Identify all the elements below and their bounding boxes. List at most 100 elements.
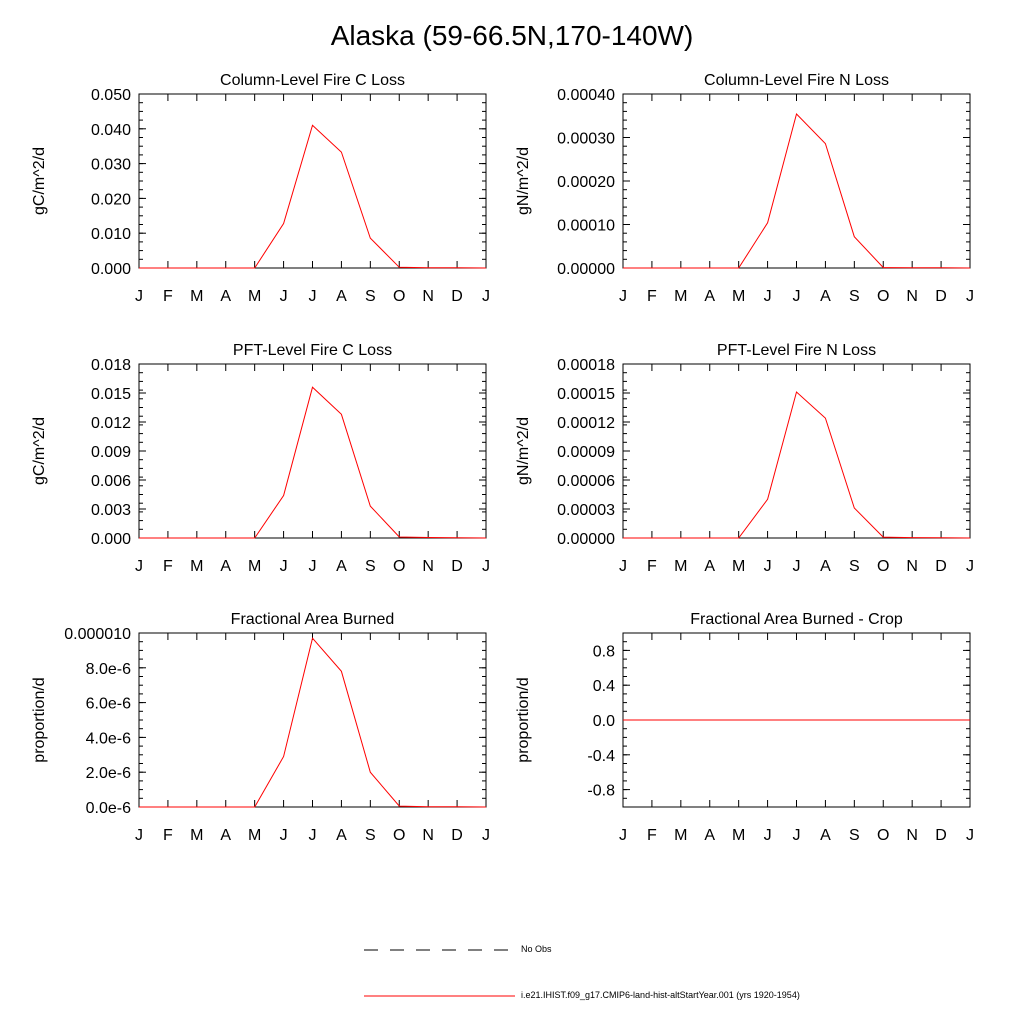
y-axis-label: gC/m^2/d [31, 147, 48, 215]
y-tick-label: 0.003 [91, 502, 131, 519]
x-tick-label: A [820, 558, 831, 575]
x-tick-label: S [365, 558, 376, 575]
x-tick-label: O [877, 827, 889, 844]
x-tick-label: M [248, 827, 261, 844]
y-tick-label: 6.0e-6 [86, 696, 131, 713]
y-tick-label: 0.012 [91, 415, 131, 432]
x-tick-label: D [451, 288, 463, 305]
y-tick-label: 8.0e-6 [86, 661, 131, 678]
y-tick-label: 0.00010 [557, 218, 615, 235]
x-tick-label: D [451, 558, 463, 575]
x-tick-label: A [336, 827, 347, 844]
x-tick-label: N [422, 827, 434, 844]
chart-panel-4: PFT-Level Fire N Loss gN/m^2/d 0.00000 0.00… [515, 342, 974, 575]
x-tick-label: M [732, 288, 745, 305]
y-axis-label: gC/m^2/d [31, 417, 48, 485]
y-tick-label: 0.0e-6 [86, 800, 131, 817]
x-tick-label: F [163, 288, 173, 305]
y-tick-label: 0.030 [91, 157, 131, 174]
panel-title: PFT-Level Fire C Loss [233, 342, 392, 359]
plot-frame [138, 93, 487, 269]
x-tick-label: J [619, 288, 627, 305]
x-tick-label: M [674, 288, 687, 305]
y-tick-label: 0.050 [91, 87, 131, 104]
chart-panel-6: Fractional Area Burned - Crop proportion/… [515, 611, 974, 844]
series-line [623, 113, 971, 269]
x-tick-label: J [793, 827, 801, 844]
x-tick-label: J [764, 558, 772, 575]
x-tick-label: J [793, 288, 801, 305]
x-tick-label: O [877, 288, 889, 305]
x-tick-label: J [619, 558, 627, 575]
legend-model-swatch [364, 995, 515, 997]
y-tick-label: 0.00003 [557, 502, 615, 519]
x-tick-label: A [220, 827, 231, 844]
y-tick-label: 0.040 [91, 122, 131, 139]
y-axis-label: gN/m^2/d [515, 147, 532, 215]
y-tick-label: 0.4 [593, 678, 615, 695]
y-tick-label: 0.009 [91, 444, 131, 461]
x-tick-label: S [849, 558, 860, 575]
y-tick-label: 0.00015 [557, 386, 615, 403]
x-tick-label: M [674, 558, 687, 575]
legend-model-row: i.e21.IHIST.f09_g17.CMIP6-land-hist-altS… [0, 984, 1024, 1008]
chart-panel-2: Column-Level Fire N Loss gN/m^2/d 0.00000 0… [515, 72, 974, 305]
x-tick-label: J [280, 558, 288, 575]
x-tick-label: O [393, 827, 405, 844]
x-tick-label: N [906, 558, 918, 575]
panel-title: Column-Level Fire N Loss [704, 72, 889, 89]
series-line [139, 386, 487, 539]
x-tick-label: D [451, 827, 463, 844]
page-title: Alaska (59-66.5N,170-140W) [330, 20, 694, 51]
x-tick-label: O [393, 288, 405, 305]
x-tick-label: N [906, 288, 918, 305]
y-tick-label: -0.4 [587, 748, 615, 765]
y-tick-label: 0.000 [91, 531, 131, 548]
plot-frame [138, 632, 487, 808]
panel-title: PFT-Level Fire N Loss [717, 342, 876, 359]
x-tick-label: A [336, 558, 347, 575]
x-tick-label: J [764, 827, 772, 844]
x-tick-label: F [647, 827, 657, 844]
x-tick-label: A [704, 288, 715, 305]
x-tick-label: M [732, 827, 745, 844]
y-axis-label: proportion/d [515, 677, 532, 762]
x-tick-label: A [220, 288, 231, 305]
x-tick-label: J [482, 558, 490, 575]
y-tick-label: 0.006 [91, 473, 131, 490]
x-tick-label: M [248, 558, 261, 575]
chart-panel-1: Column-Level Fire C Loss gC/m^2/d 0.000 0.0… [31, 72, 490, 305]
y-tick-label: 0.00000 [557, 531, 615, 548]
x-tick-label: D [935, 827, 947, 844]
y-axis-label: gN/m^2/d [515, 417, 532, 485]
y-tick-label: 0.010 [91, 226, 131, 243]
legend-obs-label: No Obs [521, 944, 552, 954]
plot-frame [622, 363, 971, 539]
x-tick-label: M [674, 827, 687, 844]
y-tick-label: 0.8 [593, 643, 615, 660]
x-tick-label: J [482, 827, 490, 844]
x-tick-label: J [280, 827, 288, 844]
x-tick-label: A [820, 827, 831, 844]
y-tick-label: 0.015 [91, 386, 131, 403]
x-tick-label: J [966, 558, 974, 575]
plot-frame [622, 93, 971, 269]
panel-title: Fractional Area Burned [231, 611, 395, 628]
x-tick-label: D [935, 558, 947, 575]
x-tick-label: F [647, 558, 657, 575]
y-tick-label: 0.00000 [557, 261, 615, 278]
x-tick-label: F [163, 558, 173, 575]
y-tick-label: 0.000 [91, 261, 131, 278]
x-tick-label: J [280, 288, 288, 305]
x-tick-label: F [163, 827, 173, 844]
x-tick-label: O [877, 558, 889, 575]
y-tick-label: 0.00018 [557, 357, 615, 374]
x-tick-label: J [309, 288, 317, 305]
y-tick-label: 0.00040 [557, 87, 615, 104]
y-tick-label: 0.00030 [557, 131, 615, 148]
x-tick-label: A [820, 288, 831, 305]
x-tick-label: J [764, 288, 772, 305]
x-tick-label: J [309, 558, 317, 575]
series-line [139, 124, 487, 269]
